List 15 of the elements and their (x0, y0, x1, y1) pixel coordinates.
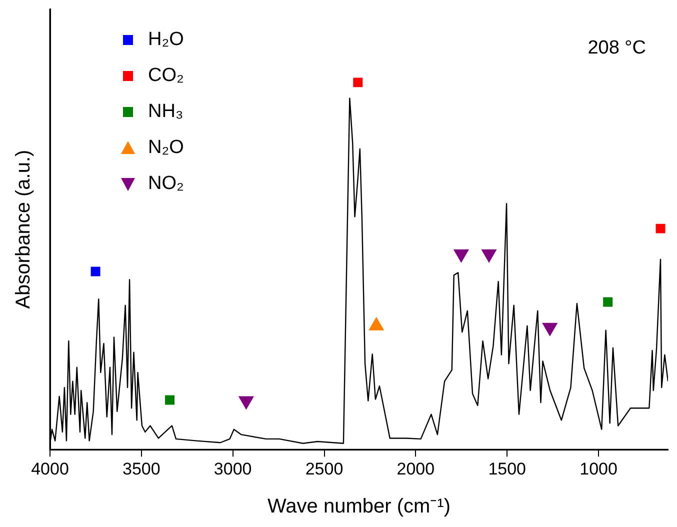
text: 208 °C (588, 38, 646, 59)
legend-label: NO₂ (148, 173, 184, 195)
x-tick-label: 2500 (305, 459, 344, 478)
x-tick-label: 1500 (488, 459, 526, 478)
legend-label: NH₃ (148, 101, 184, 123)
x-tick-label: 1000 (580, 459, 618, 478)
x-axis-title: Wave number (cm⁻¹) (268, 496, 450, 518)
legend-label: CO₂ (148, 65, 184, 87)
legend-label: H₂O (148, 29, 184, 51)
legend-label: N₂O (148, 137, 184, 159)
x-tick-label: 3000 (214, 459, 252, 478)
x-tick-label: 4000 (31, 459, 69, 478)
y-axis-title: Absorbance (a.u.) (12, 150, 35, 309)
x-tick-label: 3500 (122, 459, 160, 478)
x-tick-label: 2000 (396, 459, 435, 478)
